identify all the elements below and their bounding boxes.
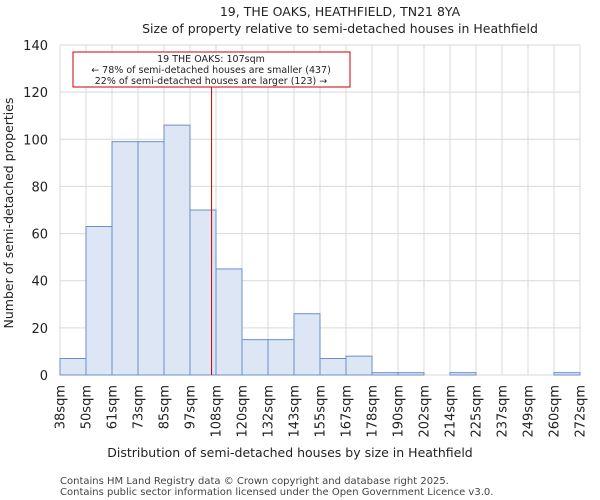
x-tick-label: 272sqm [574, 385, 589, 438]
x-axis-label: Distribution of semi-detached houses by … [107, 445, 472, 460]
footer-copyright: Contains HM Land Registry data © Crown c… [60, 476, 449, 487]
annotation-larger: 22% of semi-detached houses are larger (… [95, 76, 328, 87]
x-tick-label: 190sqm [392, 385, 407, 438]
y-tick-label: 20 [31, 322, 48, 337]
y-axis-label: Number of semi-detached properties [1, 98, 16, 329]
annotation-smaller: ← 78% of semi-detached houses are smalle… [91, 65, 331, 76]
y-axis-ticks: 0 20 40 60 80 100 120 140 [23, 39, 48, 384]
bars [59, 124, 581, 376]
x-tick-label: 249sqm [522, 385, 537, 438]
x-tick-label: 167sqm [340, 385, 355, 438]
x-tick-label: 178sqm [366, 385, 381, 438]
x-tick-label: 132sqm [262, 385, 277, 438]
y-tick-label: 100 [23, 133, 48, 148]
bar [319, 358, 347, 376]
y-tick-label: 40 [31, 275, 48, 290]
bar [371, 372, 399, 376]
x-tick-label: 120sqm [236, 385, 251, 438]
bar [397, 372, 425, 376]
bar [163, 124, 191, 376]
x-tick-label: 237sqm [496, 385, 511, 438]
x-tick-label: 50sqm [80, 385, 95, 429]
bar [215, 268, 243, 376]
bar [111, 141, 139, 376]
bar [267, 339, 295, 376]
x-tick-label: 143sqm [288, 385, 303, 438]
y-tick-label: 140 [23, 39, 48, 54]
bar [553, 372, 581, 376]
bar [189, 209, 217, 376]
x-tick-label: 260sqm [548, 385, 563, 438]
x-axis-ticks: 38sqm 50sqm 61sqm 73sqm 85sqm 97sqm 108sqm 120s… [54, 385, 589, 438]
bar [59, 358, 87, 376]
bar [449, 372, 477, 376]
y-tick-label: 60 [31, 228, 48, 243]
annotation-title: 19 THE OAKS: 107sqm [157, 54, 265, 65]
x-tick-label: 38sqm [54, 385, 69, 429]
x-tick-label: 155sqm [314, 385, 329, 438]
x-tick-label: 73sqm [132, 385, 147, 429]
x-tick-label: 214sqm [444, 385, 459, 438]
footer-licence: Contains public sector information licen… [60, 487, 493, 498]
x-tick-label: 225sqm [470, 385, 485, 438]
bar [293, 313, 321, 376]
y-tick-label: 0 [40, 369, 48, 384]
chart-title: 19, THE OAKS, HEATHFIELD, TN21 8YA [220, 4, 461, 19]
x-tick-label: 85sqm [158, 385, 173, 429]
x-tick-label: 202sqm [418, 385, 433, 438]
x-tick-label: 61sqm [106, 385, 121, 429]
x-tick-label: 108sqm [210, 385, 225, 438]
chart-subtitle: Size of property relative to semi-detach… [142, 21, 538, 36]
bar [85, 226, 113, 376]
bar [241, 339, 269, 376]
x-tick-label: 97sqm [184, 385, 199, 429]
bar [345, 355, 373, 376]
y-tick-label: 80 [31, 180, 48, 195]
y-tick-label: 120 [23, 86, 48, 101]
bar [137, 141, 165, 376]
annotation-box [72, 51, 351, 88]
